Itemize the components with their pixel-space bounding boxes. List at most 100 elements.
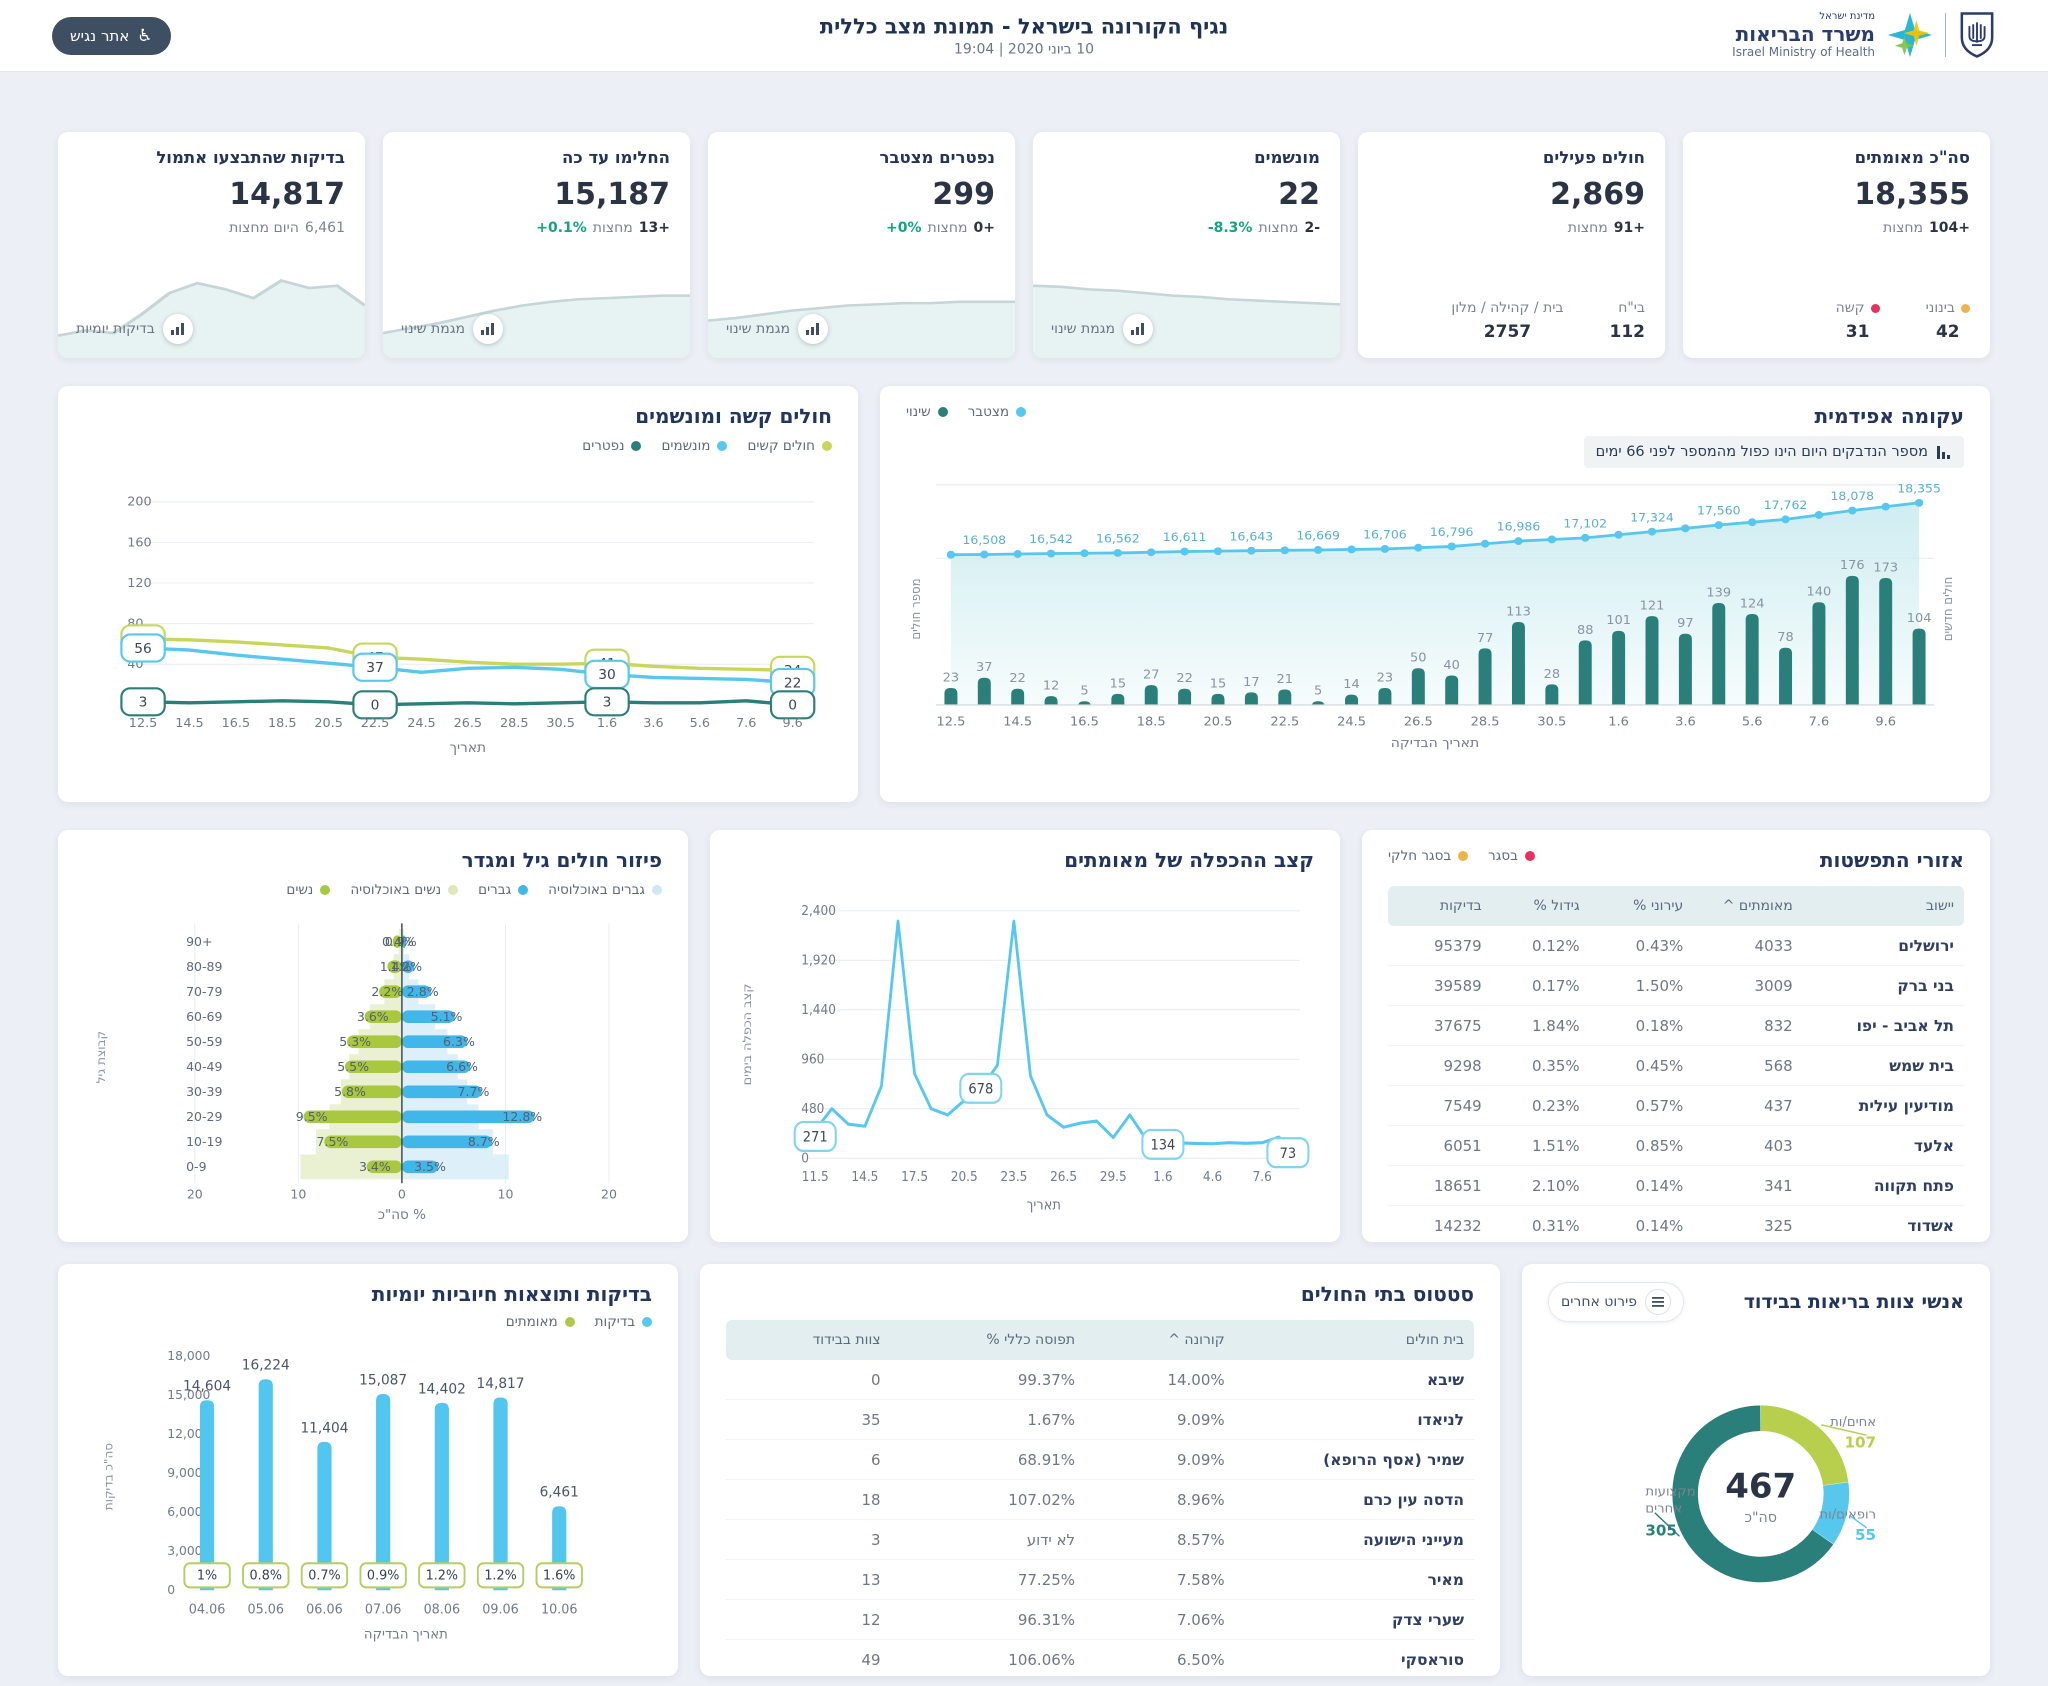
legend-item[interactable]: שינוי xyxy=(906,404,948,420)
panel-severe-ventilated: חולים קשה ומונשמים חולים קשים מונשמים נפטר… xyxy=(58,386,858,802)
legend-item[interactable]: בדיקות xyxy=(595,1314,652,1330)
daily-tests-link[interactable]: בדיקות יומיות xyxy=(76,314,213,344)
legend-item[interactable]: נשים באוכלוסיה xyxy=(350,882,459,898)
svg-text:3: 3 xyxy=(139,695,148,711)
card-title: מונשמים xyxy=(1254,148,1320,167)
svg-text:0: 0 xyxy=(801,1151,809,1167)
row-name: שערי צדק xyxy=(1234,1599,1474,1640)
spread-legend: בסגר בסגר חלקי xyxy=(1388,848,1535,864)
svg-text:+90: +90 xyxy=(186,934,212,949)
panel-title: עקומה אפידמית xyxy=(1814,404,1964,428)
table-row: שמיר (אסף הרופא) 9.09% 68.91% 6 xyxy=(726,1439,1474,1480)
svg-text:09.06: 09.06 xyxy=(482,1602,519,1617)
column-header[interactable]: ^ קורונה xyxy=(1085,1320,1235,1360)
svg-text:16,542: 16,542 xyxy=(1029,533,1073,547)
svg-text:467: 467 xyxy=(1725,1467,1796,1507)
legend-dot xyxy=(448,885,459,895)
row-value: 7.06% xyxy=(1085,1599,1235,1640)
row-value: 2.10% xyxy=(1491,1165,1590,1206)
svg-text:50: 50 xyxy=(1410,650,1427,665)
svg-text:אחרים: אחרים xyxy=(1645,1502,1682,1517)
legend-label: בסגר xyxy=(1488,848,1518,864)
panel-title: אזורי התפשטות xyxy=(1819,848,1964,872)
legend-item[interactable]: מונשמים xyxy=(661,438,728,454)
svg-text:1%: 1% xyxy=(197,1569,217,1584)
column-header[interactable]: יישוב xyxy=(1802,886,1964,926)
column-header[interactable]: % גידול xyxy=(1491,886,1590,926)
legend-dot xyxy=(717,441,728,451)
trend-link[interactable]: מגמת שינוי xyxy=(726,314,848,344)
bar-chart-icon xyxy=(162,314,193,344)
trend-link[interactable]: מגמת שינוי xyxy=(1051,314,1173,344)
svg-text:18.5: 18.5 xyxy=(268,715,296,730)
row-value: 0.17% xyxy=(1491,965,1590,1006)
svg-text:17.5: 17.5 xyxy=(901,1169,928,1185)
column-header[interactable]: ^ מאומתים xyxy=(1693,886,1803,926)
row-value: 49 xyxy=(726,1639,891,1676)
svg-text:0.9%: 0.9% xyxy=(367,1569,399,1584)
svg-text:20.5: 20.5 xyxy=(951,1169,978,1185)
column-header[interactable]: בית חולים xyxy=(1234,1320,1474,1360)
svg-text:1.6: 1.6 xyxy=(1608,714,1629,729)
doubling-rate-chart: 0 480 960 1,440 1,920 2,400 271 678 134 73 11.5 14.… xyxy=(740,903,1310,1214)
svg-text:7.5%: 7.5% xyxy=(317,1134,349,1149)
legend-item[interactable]: מאומתים xyxy=(506,1314,575,1330)
svg-text:5.1%: 5.1% xyxy=(431,1009,463,1024)
svg-text:134: 134 xyxy=(1150,1137,1175,1154)
svg-text:140: 140 xyxy=(1807,584,1832,599)
svg-text:3.4%: 3.4% xyxy=(359,1159,391,1174)
svg-text:80-89: 80-89 xyxy=(186,959,222,974)
others-detail-button[interactable]: פירוט אחרים xyxy=(1548,1282,1684,1322)
legend-dot xyxy=(1458,851,1469,861)
svg-text:3.6: 3.6 xyxy=(643,715,663,730)
row-value: 3009 xyxy=(1693,965,1803,1006)
card-title: חולים פעילים xyxy=(1542,148,1645,167)
legend-item[interactable]: חולים קשים xyxy=(747,438,832,454)
svg-text:9,000: 9,000 xyxy=(167,1465,202,1480)
svg-text:101: 101 xyxy=(1606,613,1631,628)
svg-text:14,604: 14,604 xyxy=(183,1379,231,1395)
legend-dot xyxy=(518,885,529,895)
legend-item[interactable]: בסגר חלקי xyxy=(1388,848,1469,864)
svg-text:14,402: 14,402 xyxy=(418,1381,466,1397)
column-header[interactable]: % תפוסה כללי xyxy=(890,1320,1086,1360)
svg-text:7.7%: 7.7% xyxy=(458,1084,490,1099)
svg-text:0.7%: 0.7% xyxy=(308,1569,340,1584)
israel-emblem-icon xyxy=(1960,12,1994,59)
legend-item[interactable]: נפטרים xyxy=(582,438,642,454)
svg-text:7.6: 7.6 xyxy=(736,715,756,730)
tests-legend: בדיקות מאומתים xyxy=(84,1314,652,1330)
legend-item[interactable]: מצטבר xyxy=(968,404,1027,420)
legend-item[interactable]: גברים xyxy=(478,882,529,898)
svg-text:0: 0 xyxy=(167,1582,175,1597)
svg-text:9.6: 9.6 xyxy=(782,715,802,730)
svg-text:73: 73 xyxy=(1280,1145,1297,1162)
svg-text:18,355: 18,355 xyxy=(1897,482,1941,496)
svg-text:06.06: 06.06 xyxy=(306,1602,343,1617)
svg-text:1.2%: 1.2% xyxy=(390,959,422,974)
row-name: בני ברק xyxy=(1802,965,1964,1006)
trend-link[interactable]: מגמת שינוי xyxy=(401,314,523,344)
svg-text:1.6: 1.6 xyxy=(1153,1169,1172,1185)
column-header[interactable]: צוות בבידוד xyxy=(726,1320,891,1360)
svg-text:8.7%: 8.7% xyxy=(468,1134,500,1149)
accessible-site-button[interactable]: ♿ אתר נגיש xyxy=(52,16,171,55)
svg-text:1.2%: 1.2% xyxy=(484,1569,516,1584)
svg-text:5: 5 xyxy=(1080,683,1088,698)
svg-text:16,986: 16,986 xyxy=(1497,520,1541,534)
table-row: שערי צדק 7.06% 96.31% 12 xyxy=(726,1599,1474,1640)
column-header[interactable]: % עירוני xyxy=(1589,886,1694,926)
legend-item[interactable]: גברים באוכלוסיה xyxy=(548,882,662,898)
age-gender-chart: 0.9%0.4% +90 1.4%1.2% 80-89 2.2% 2.8% 70-79 3.6… xyxy=(94,923,617,1222)
table-row: פתח תקווה 341 0.14% 2.10% 18651 xyxy=(1388,1165,1964,1206)
row-name: שמיר (אסף הרופא) xyxy=(1234,1439,1474,1480)
svg-text:104: 104 xyxy=(1907,610,1932,625)
page-title: נגיף הקורונה בישראל - תמונת מצב כללית xyxy=(819,14,1229,38)
row-value: 8.96% xyxy=(1085,1479,1235,1520)
legend-item[interactable]: נשים xyxy=(286,882,331,898)
column-header[interactable]: בדיקות xyxy=(1388,886,1492,926)
svg-text:6.6%: 6.6% xyxy=(446,1059,478,1074)
row-value: 77.25% xyxy=(890,1559,1086,1600)
legend-item[interactable]: בסגר xyxy=(1488,848,1535,864)
page-datetime: 10 ביוני 2020 | 19:04 xyxy=(953,41,1095,57)
